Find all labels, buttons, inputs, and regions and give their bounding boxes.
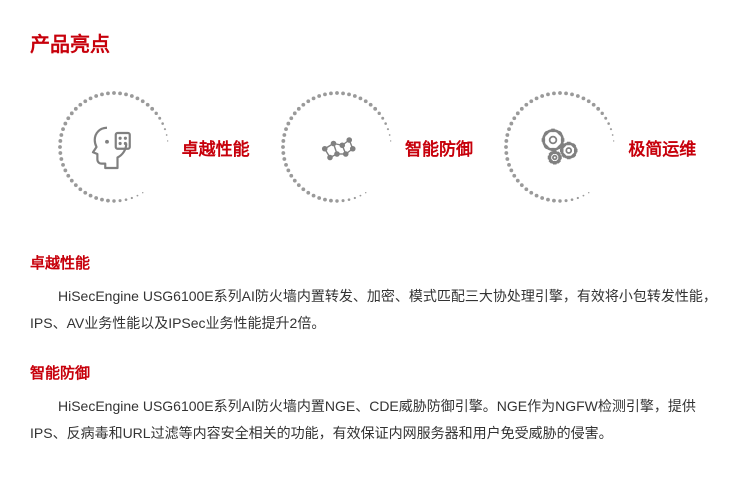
section-heading: 卓越性能 (30, 252, 720, 273)
feature-circle (500, 87, 620, 207)
feature-label: 卓越性能 (182, 135, 250, 160)
section-heading: 智能防御 (30, 362, 720, 383)
page-title: 产品亮点 (30, 28, 720, 57)
section-1: 智能防御 HiSecEngine USG6100E系列AI防火墙内置NGE、CD… (30, 362, 720, 446)
section-body: HiSecEngine USG6100E系列AI防火墙内置转发、加密、模式匹配三… (30, 283, 720, 336)
section-0: 卓越性能 HiSecEngine USG6100E系列AI防火墙内置转发、加密、… (30, 252, 720, 336)
feature-2: 极简运维 (500, 87, 696, 207)
sections-container: 卓越性能 HiSecEngine USG6100E系列AI防火墙内置转发、加密、… (30, 252, 720, 446)
features-row: 卓越性能 智能防御 极简运维 (30, 87, 720, 207)
section-body: HiSecEngine USG6100E系列AI防火墙内置NGE、CDE威胁防御… (30, 393, 720, 446)
feature-1: 智能防御 (277, 87, 473, 207)
feature-label: 极简运维 (628, 135, 696, 160)
feature-circle (54, 87, 174, 207)
feature-label: 智能防御 (405, 135, 473, 160)
feature-circle (277, 87, 397, 207)
feature-0: 卓越性能 (54, 87, 250, 207)
